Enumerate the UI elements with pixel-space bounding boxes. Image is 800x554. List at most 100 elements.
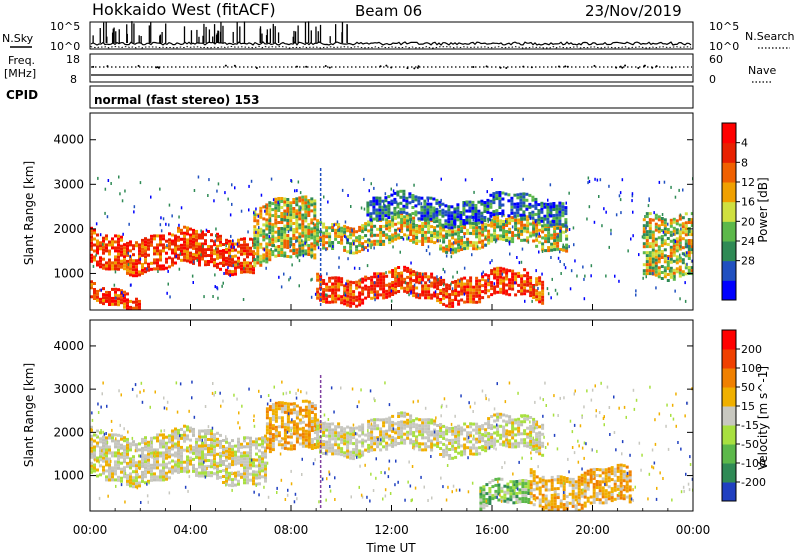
echo-cell — [159, 240, 162, 244]
echo-cell — [505, 429, 509, 433]
echo-cell — [240, 209, 243, 213]
echo-cell — [375, 202, 379, 206]
echo-cell — [364, 296, 368, 300]
echo-cell — [532, 476, 536, 480]
echo-cell — [349, 429, 353, 433]
echo-cell — [406, 225, 410, 229]
echo-cell — [479, 501, 483, 505]
echo-cell — [424, 236, 428, 240]
echo-cell — [186, 247, 189, 251]
echo-cell — [346, 440, 350, 444]
echo-cell — [596, 178, 599, 182]
echo-cell — [153, 237, 156, 241]
echo-cell — [424, 239, 428, 243]
echo-cell — [421, 421, 425, 425]
echo-cell — [222, 258, 225, 261]
echo-cell — [457, 249, 461, 253]
echo-cell — [654, 255, 658, 259]
echo-cell — [304, 241, 306, 245]
echo-cell — [231, 478, 234, 482]
echo-cell — [253, 240, 257, 244]
echo-cell — [331, 434, 335, 438]
echo-cell — [426, 202, 430, 206]
echo-cell — [406, 433, 410, 437]
echo-cell — [508, 278, 512, 282]
echo-cell — [645, 266, 649, 270]
echo-cell — [399, 189, 403, 193]
nave-point — [233, 64, 236, 67]
echo-cell — [289, 243, 293, 247]
echo-cell — [420, 205, 424, 209]
echo-cell — [210, 444, 213, 448]
echo-cell — [373, 418, 377, 422]
echo-cell — [99, 440, 102, 444]
echo-cell — [494, 483, 498, 487]
echo-cell — [508, 421, 512, 425]
echo-cell — [114, 469, 117, 473]
echo-cell — [114, 240, 117, 244]
echo-cell — [558, 201, 562, 205]
echo-cell — [502, 291, 506, 295]
echo-cell — [655, 286, 657, 290]
echo-cell — [553, 230, 557, 234]
echo-cell — [253, 225, 257, 229]
echo-cell — [427, 421, 431, 425]
echo-cell — [196, 258, 198, 262]
echo-cell — [513, 211, 517, 215]
echo-cell — [352, 293, 356, 297]
echo-cell — [222, 475, 225, 478]
echo-cell — [316, 421, 320, 425]
echo-cell — [382, 296, 386, 300]
echo-cell — [424, 293, 428, 297]
echo-cell — [684, 224, 688, 228]
echo-cell — [147, 265, 150, 269]
echo-cell — [268, 222, 272, 226]
echo-cell — [561, 208, 565, 212]
colorbar-tick-label: 4 — [741, 137, 748, 150]
echo-cell — [511, 219, 515, 223]
echo-cell — [397, 412, 401, 415]
echo-cell — [379, 427, 383, 431]
echo-cell — [520, 292, 524, 296]
echo-cell — [385, 289, 389, 293]
echo-cell — [352, 281, 356, 285]
echo-cell — [349, 304, 353, 308]
echo-cell — [666, 255, 670, 258]
echo-cell — [337, 276, 341, 280]
echo-cell — [156, 451, 159, 455]
echo-cell — [298, 406, 302, 410]
echo-cell — [469, 243, 473, 247]
echo-cell — [681, 258, 685, 262]
echo-cell — [307, 433, 311, 437]
echo-cell — [645, 275, 647, 279]
echo-cell — [210, 462, 213, 466]
echo-cell — [234, 263, 237, 267]
echo-cell — [409, 215, 413, 218]
echo-cell — [546, 217, 550, 221]
echo-cell — [521, 247, 524, 251]
echo-cell — [262, 256, 266, 260]
echo-cell — [255, 458, 258, 462]
echo-cell — [207, 450, 210, 453]
echo-cell — [505, 438, 509, 442]
echo-cell — [289, 219, 293, 223]
echo-cell — [661, 213, 664, 216]
echo-cell — [246, 243, 249, 247]
echo-cell — [444, 222, 448, 226]
echo-cell — [301, 444, 305, 448]
echo-cell — [144, 246, 147, 250]
echo-cell — [532, 470, 536, 474]
echo-cell — [418, 418, 422, 422]
nave-point — [619, 65, 622, 68]
echo-cell — [411, 212, 415, 215]
echo-cell — [280, 401, 284, 405]
echo-cell — [482, 503, 486, 507]
echo-cell — [126, 247, 129, 251]
echo-cell — [216, 473, 219, 477]
echo-cell — [301, 441, 305, 445]
echo-cell — [189, 456, 192, 460]
echo-cell — [375, 211, 379, 215]
echo-cell — [111, 302, 114, 306]
echo-cell — [334, 434, 338, 438]
echo-cell — [298, 205, 302, 209]
